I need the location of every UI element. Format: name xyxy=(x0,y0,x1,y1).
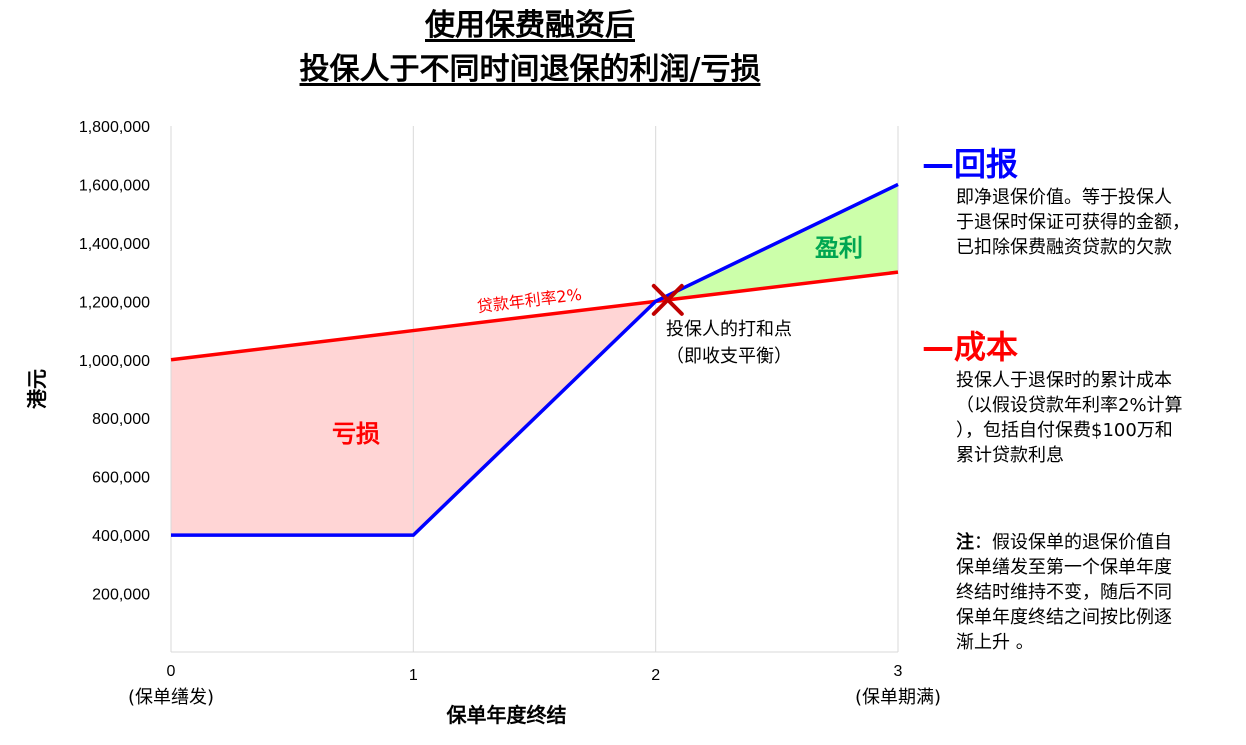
legend-return-desc-line: 即净退保价值。等于投保人 xyxy=(956,187,1172,208)
legend-return-desc-line: 已扣除保费融资贷款的欠款 xyxy=(956,237,1172,258)
legend-return-label: 回报 xyxy=(954,145,1019,183)
legend-cost-desc-line: 投保人于退保时的累计成本 xyxy=(956,370,1172,391)
y-tick-label: 1,000,000 xyxy=(79,353,150,370)
y-tick-label: 600,000 xyxy=(92,470,150,487)
footnote-prefix: 注 xyxy=(956,532,974,553)
legend-return-marker: — xyxy=(922,145,954,183)
footnote-line: 渐上升 。 xyxy=(956,632,1034,653)
y-axis-title: 港元 xyxy=(25,369,49,409)
y-tick-label: 1,400,000 xyxy=(79,236,150,253)
chart-title: 使用保费融资后 xyxy=(200,6,860,46)
footnote: 注：假设保单的退保价值自 保单缮发至第一个保单年度 终结时维持不变，随后不同 保… xyxy=(956,530,1172,655)
breakeven-sublabel: （即收支平衡） xyxy=(666,346,792,367)
y-tick-label: 1,800,000 xyxy=(79,119,150,136)
legend-cost-desc-line: 累计贷款利息 xyxy=(956,445,1064,466)
x-tick-sublabel: (保单缮发) xyxy=(128,687,214,708)
footnote-line: 终结时维持不变，随后不同 xyxy=(956,582,1172,603)
profit-region-label: 盈利 xyxy=(814,234,863,262)
legend-cost-desc-line: ），包括自付保费$100万和 xyxy=(956,420,1173,441)
y-tick-label: 200,000 xyxy=(92,587,150,604)
footnote-line: ：假设保单的退保价值自 xyxy=(974,532,1172,553)
y-tick-label: 400,000 xyxy=(92,528,150,545)
x-tick-label: 1 xyxy=(409,667,418,684)
footnote-line: 保单年度终结之间按比例逐 xyxy=(956,607,1172,628)
loss-region-label: 亏损 xyxy=(332,420,380,448)
breakeven-marker xyxy=(651,283,684,316)
y-tick-label: 1,600,000 xyxy=(79,177,150,194)
title-line-1: 使用保费融资后 xyxy=(425,8,635,43)
legend-cost-label: 成本 xyxy=(954,328,1019,366)
footnote-line: 保单缮发至第一个保单年度 xyxy=(956,557,1172,578)
x-tick-label: 2 xyxy=(651,667,660,684)
y-tick-label: 1,200,000 xyxy=(79,294,150,311)
legend-cost-marker: — xyxy=(922,328,954,366)
legend-cost-desc: 投保人于退保时的累计成本 （以假设贷款年利率2%计算 ），包括自付保费$100万… xyxy=(956,368,1183,468)
title-line-2: 投保人于不同时间退保的利润/亏损 xyxy=(299,52,761,87)
cost-series-line xyxy=(170,270,899,362)
x-axis-title: 保单年度终结 xyxy=(446,703,567,727)
legend-cost: —成本 xyxy=(922,329,1018,365)
legend-return: —回报 xyxy=(922,146,1018,182)
y-tick-label: 800,000 xyxy=(92,411,150,428)
x-tick-label: 0 xyxy=(167,663,176,680)
legend-cost-desc-line: （以假设贷款年利率2%计算 xyxy=(956,395,1183,416)
chart-subtitle: 投保人于不同时间退保的利润/亏损 xyxy=(200,50,860,90)
return-series-line xyxy=(171,182,899,537)
legend-return-desc-line: 于退保时保证可获得的金额， xyxy=(956,212,1190,233)
x-tick-label: 3 xyxy=(894,663,903,680)
breakeven-label: 投保人的打和点 xyxy=(666,319,792,340)
x-tick-sublabel: (保单期满) xyxy=(855,687,941,708)
legend-return-desc: 即净退保价值。等于投保人 于退保时保证可获得的金额， 已扣除保费融资贷款的欠款 xyxy=(956,185,1190,260)
